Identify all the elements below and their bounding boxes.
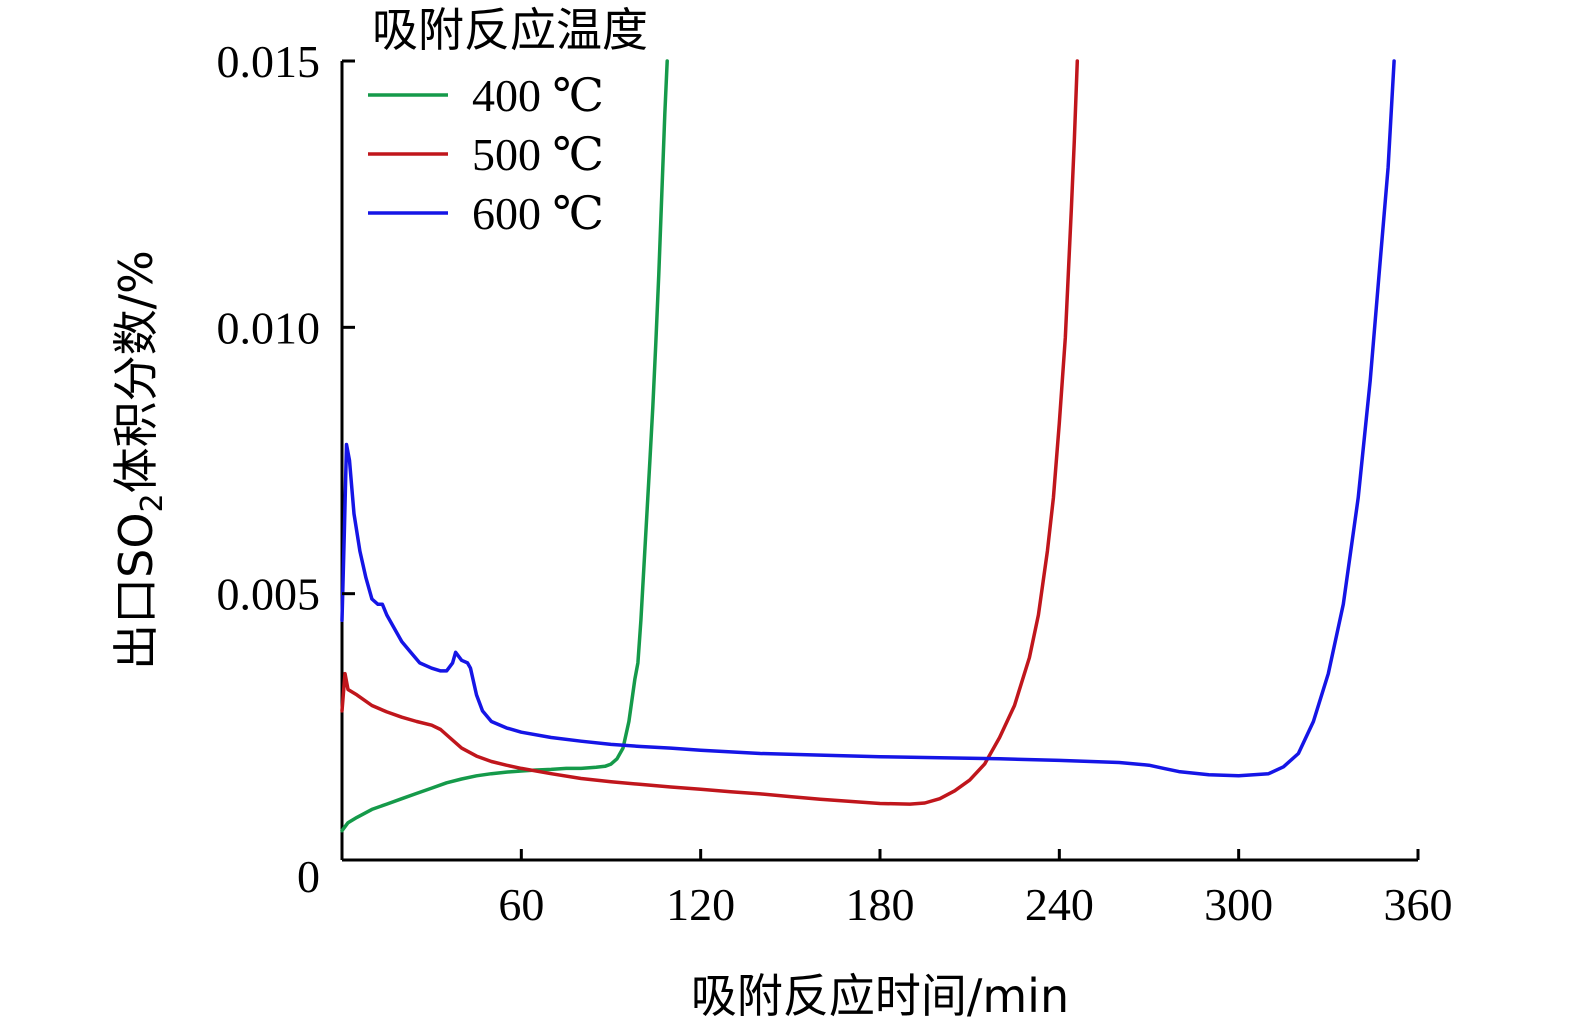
x-tick-label: 60	[498, 879, 544, 930]
y-tick-label: 0.005	[217, 569, 321, 620]
x-tick-label: 120	[666, 879, 735, 930]
y-axis-title-prefix: 出口SO	[109, 512, 163, 669]
series-layer	[340, 59, 1396, 833]
tick-layer: 60 120 180 240 300 360 0 0.005 0.010 0.015	[217, 36, 1453, 930]
series-line-2	[340, 59, 1080, 806]
plot-axes	[340, 61, 1418, 862]
legend-label-2: 500 ℃	[472, 129, 604, 180]
x-tick-label: 180	[846, 879, 915, 930]
y-tick-label: 0.015	[217, 36, 321, 87]
legend-label-3: 600 ℃	[472, 188, 604, 239]
y-tick-label: 0	[297, 851, 320, 902]
y-tick-label: 0.010	[217, 302, 321, 353]
x-tick-label: 360	[1384, 879, 1453, 930]
legend-title: 吸附反应温度	[372, 3, 648, 57]
legend: 吸附反应温度 400 ℃ 500 ℃ 600 ℃	[368, 3, 648, 239]
series-line-3	[340, 59, 1396, 778]
y-axis-title: 出口SO2体积分数/%	[109, 250, 170, 670]
series-line-1	[340, 59, 669, 833]
y-axis-title-suffix: 体积分数/%	[109, 250, 163, 493]
legend-label-1: 400 ℃	[472, 70, 604, 121]
x-tick-label: 240	[1025, 879, 1094, 930]
y-axis-title-subscript: 2	[135, 493, 170, 512]
x-axis-title: 吸附反应时间/min	[691, 969, 1069, 1023]
x-tick-label: 300	[1204, 879, 1273, 930]
